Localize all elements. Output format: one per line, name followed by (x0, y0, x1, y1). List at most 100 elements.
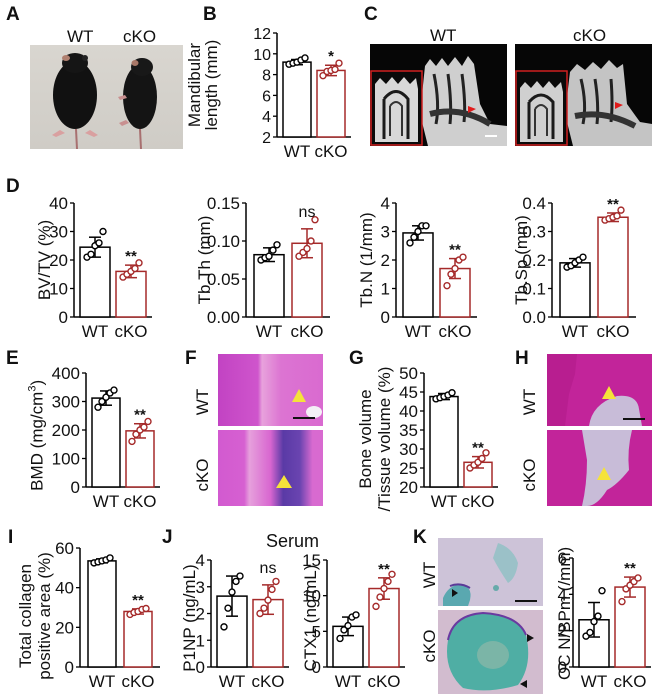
trap-label-wt: WT (420, 561, 439, 589)
significance-label: ** (132, 592, 144, 609)
bar-wt (429, 395, 459, 488)
data-point (634, 574, 642, 582)
bar-wt (282, 61, 312, 138)
mice-illustration (52, 53, 157, 149)
data-point (135, 259, 143, 267)
serum-title: Serum (266, 531, 320, 551)
panel-letter-h: H (515, 348, 529, 369)
bar-cko (125, 430, 155, 488)
significance-label: ** (125, 248, 137, 265)
chart-i-collagen: 0 20 40 60 WT cKO ** (55, 540, 160, 691)
data-point (268, 585, 276, 594)
y-tick-label: 6 (262, 88, 271, 105)
chart-d-bvtv: 0 10 20 30 40 WT cKO ** (49, 195, 152, 341)
data-point (232, 577, 240, 586)
data-point (451, 264, 459, 273)
y-tick-label: 0.2 (522, 251, 546, 270)
he-f-wt-detail (292, 389, 322, 419)
x-tick-label-cko: cKO (121, 672, 154, 691)
data-point (265, 252, 273, 260)
chart-plot: 2 4 6 8 10 12 WT cKO * (253, 26, 351, 161)
x-tick-label-wt: WT (581, 672, 607, 691)
data-point (478, 454, 486, 463)
microct-teeth-wt (370, 56, 507, 146)
x-tick-label-cko: cKO (251, 672, 284, 691)
y-tick-label: 50 (399, 365, 418, 383)
y-tick-label: 20 (399, 478, 418, 497)
x-tick-label-wt: WT (284, 142, 310, 161)
scale-bar (485, 135, 497, 137)
y-tick-label: 400 (52, 365, 80, 383)
y-tick-label: 0.4 (522, 195, 546, 213)
data-point (132, 430, 140, 438)
x-tick-label-cko: cKO (596, 322, 629, 341)
y-tick-label: 0.05 (207, 270, 240, 289)
panel-letter-c: C (364, 4, 378, 25)
x-tick-label-wt: WT (405, 322, 431, 341)
panel-letter-a: A (6, 4, 20, 25)
y-tick-label: 0.1 (522, 280, 546, 299)
y-tick-label: 0.15 (207, 195, 240, 213)
y-tick-label: 20 (55, 618, 74, 637)
chart-d-tbth: 0.00 0.05 0.10 0.15 WT cKO ns (207, 195, 330, 341)
significance-label: * (328, 48, 334, 65)
red-arrowhead-icon (615, 102, 623, 109)
data-point (106, 554, 114, 562)
data-point (376, 593, 384, 601)
data-point (301, 54, 309, 62)
microct-teeth-cko (515, 60, 652, 146)
chart-b-ylabel-line1: Mandibular (185, 42, 204, 128)
chart-plot: 0.0 0.1 0.2 0.3 0.4 WT cKO ** (522, 195, 636, 341)
mice-photo (30, 45, 183, 149)
y-tick-label: 0.3 (522, 223, 546, 242)
chart-plot: 0 1 2 3 4 WT cKO ** (381, 195, 477, 341)
y-tick-label: 0.0 (522, 308, 546, 327)
data-point (590, 617, 598, 626)
y-tick-label: 3 (381, 223, 390, 242)
black-arrowhead-icon (527, 634, 534, 642)
data-point (142, 604, 150, 613)
bar-cko (123, 610, 153, 668)
y-tick-label: 40 (49, 195, 68, 213)
y-tick-label: 0 (558, 658, 567, 677)
y-tick-label: 0 (381, 308, 390, 327)
chart-j-p1np: 0 1 2 3 4 WT cKO ns (196, 551, 289, 691)
trap-image-cko (438, 610, 543, 694)
data-point (598, 587, 606, 595)
y-tick-label: 0 (65, 658, 74, 677)
black-arrowhead-icon (452, 589, 458, 597)
y-tick-label: 10 (302, 587, 321, 606)
x-tick-label-cko: cKO (114, 322, 147, 341)
data-point (384, 577, 392, 586)
y-tick-label: 2 (558, 622, 567, 641)
black-arrowhead-icon (520, 680, 527, 688)
y-tick-label: 35 (399, 421, 418, 440)
x-tick-label-wt: WT (82, 322, 108, 341)
y-tick-label: 45 (399, 383, 418, 402)
photo-label-wt: WT (67, 27, 94, 46)
y-tick-label: 0.00 (207, 308, 240, 327)
y-tick-label: 40 (399, 402, 418, 421)
x-tick-label-wt: WT (335, 672, 361, 691)
data-point (269, 246, 277, 254)
y-tick-label: 0 (312, 658, 321, 677)
he-f-cko-detail (276, 475, 292, 488)
y-tick-label: 20 (49, 251, 68, 270)
data-point (128, 437, 136, 446)
data-point (448, 389, 456, 397)
significance-label: ** (607, 196, 619, 213)
yellow-arrowhead-icon (597, 467, 611, 480)
chart-b-mandibular-length: 2 4 6 8 10 12 WT cKO * (253, 26, 351, 161)
y-tick-label: 0.10 (207, 232, 240, 251)
y-tick-label: 40 (55, 579, 74, 598)
bar-cko (316, 69, 346, 138)
data-point (586, 628, 594, 637)
data-point (443, 281, 451, 290)
trap-cko-detail (447, 611, 534, 691)
bar-wt (253, 253, 285, 318)
he-h-label-cko: cKO (520, 458, 539, 492)
he-f-label-cko: cKO (193, 458, 212, 492)
y-tick-label: 0 (71, 478, 80, 497)
y-tick-label: 100 (52, 450, 80, 469)
bar-wt (402, 232, 434, 318)
